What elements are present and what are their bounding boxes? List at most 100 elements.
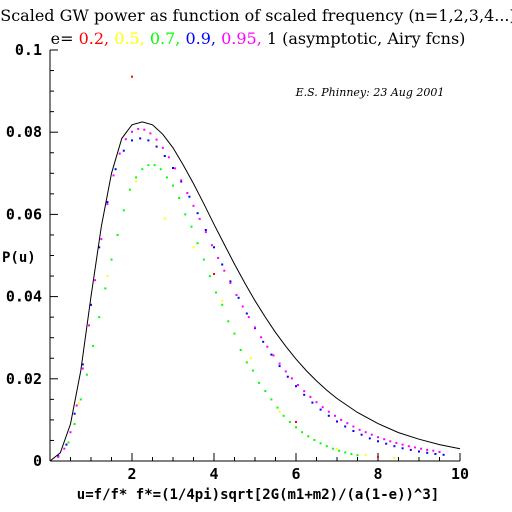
data-point: [161, 146, 164, 149]
data-point: [213, 246, 215, 249]
data-point: [438, 451, 441, 453]
data-point: [254, 326, 256, 329]
y-tick-label: 0.1: [15, 41, 42, 59]
data-point: [266, 345, 269, 348]
data-point: [272, 354, 275, 357]
data-point: [180, 180, 183, 183]
data-point: [98, 316, 101, 319]
data-point: [211, 244, 213, 247]
annotation: E.S. Phinney: 23 Aug 2001: [295, 86, 445, 99]
x-tick-label: 6: [291, 465, 300, 483]
data-point: [245, 361, 248, 364]
data-point: [229, 282, 232, 284]
data-point: [276, 406, 279, 409]
data-point: [350, 453, 353, 455]
data-point: [331, 447, 334, 450]
plot-frame: [49, 50, 460, 462]
data-point: [116, 234, 119, 236]
data-point: [295, 421, 297, 423]
data-point: [239, 349, 242, 351]
data-point: [192, 204, 195, 207]
data-point: [124, 138, 127, 141]
data-point: [303, 393, 306, 396]
data-point: [131, 139, 133, 142]
data-point: [377, 436, 379, 439]
data-point: [118, 152, 121, 155]
x-tick-label: 8: [373, 465, 382, 483]
data-point: [426, 448, 429, 451]
data-point: [94, 279, 97, 282]
data-point: [420, 447, 423, 450]
data-point: [106, 203, 109, 206]
data-point: [79, 398, 82, 401]
data-point: [442, 453, 445, 456]
data-point: [288, 421, 291, 423]
data-point: [325, 445, 328, 448]
series-0: [131, 75, 379, 458]
data-point: [110, 258, 113, 261]
data-point: [434, 453, 437, 455]
data-point: [264, 390, 267, 393]
data-point: [262, 340, 265, 343]
data-point: [313, 439, 316, 441]
data-point: [340, 418, 343, 421]
data-point: [319, 408, 322, 411]
data-point: [334, 414, 336, 417]
data-point: [149, 132, 152, 135]
data-point: [155, 145, 158, 148]
subtitle-part: 0.5,: [114, 29, 150, 48]
data-point: [215, 291, 217, 294]
data-point: [165, 176, 168, 179]
data-point: [128, 188, 131, 191]
data-point: [327, 410, 330, 413]
data-point: [346, 422, 349, 425]
data-point: [172, 184, 174, 187]
data-point: [270, 353, 273, 356]
data-point: [426, 451, 429, 454]
data-point: [413, 446, 416, 449]
data-point: [147, 164, 150, 167]
data-point: [67, 441, 70, 444]
data-point: [217, 257, 220, 259]
data-point: [377, 440, 379, 443]
data-point: [163, 217, 166, 220]
data-point: [131, 130, 133, 133]
data-point: [303, 390, 306, 393]
data-point: [278, 365, 281, 368]
y-tick-label: 0: [33, 452, 42, 470]
data-point: [401, 443, 404, 446]
data-point: [290, 377, 293, 380]
data-point: [196, 242, 199, 245]
x-tick-label: 4: [209, 465, 218, 483]
data-point: [358, 428, 361, 431]
data-point: [233, 332, 236, 335]
subtitle-part: 0.9,: [185, 29, 221, 48]
data-point: [352, 430, 355, 432]
data-point: [418, 450, 420, 453]
data-point: [389, 440, 392, 443]
y-tick-label: 0.02: [6, 370, 42, 388]
data-point: [393, 457, 396, 460]
data-point: [98, 246, 101, 249]
data-point: [100, 238, 103, 241]
data-point: [90, 303, 92, 306]
y-tick-label: 0.08: [6, 123, 42, 141]
data-point: [295, 426, 297, 429]
data-point: [301, 431, 304, 434]
x-tick-label: 2: [127, 465, 136, 483]
data-point: [315, 401, 318, 404]
data-point: [81, 367, 84, 370]
data-point: [336, 420, 338, 423]
data-point: [198, 217, 201, 220]
data-point: [377, 455, 379, 458]
data-point: [368, 437, 371, 440]
data-point: [395, 441, 398, 444]
data-point: [241, 305, 244, 308]
data-point: [172, 167, 174, 169]
data-point: [153, 164, 156, 167]
subtitle-part: 1 (asymptotic, Airy fcns): [267, 29, 466, 48]
data-point: [137, 127, 140, 130]
data-point: [360, 433, 363, 436]
data-point: [167, 156, 170, 159]
